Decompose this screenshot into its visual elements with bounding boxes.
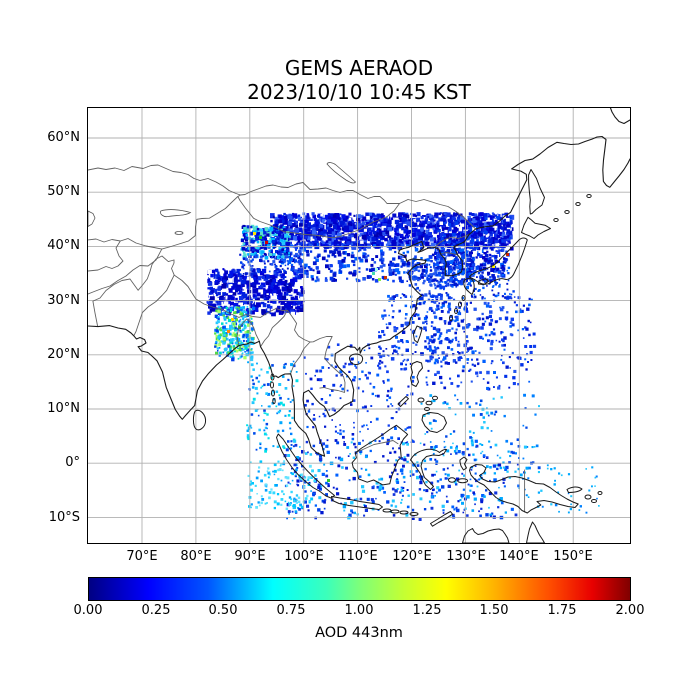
aod-data-layer <box>206 212 600 521</box>
y-tick-label: 20°N <box>47 347 80 362</box>
colorbar-tick-label: 0.25 <box>141 603 171 618</box>
plot-title-line2: 2023/10/10 10:45 KST <box>247 80 471 104</box>
x-tick-label: 150°E <box>553 549 593 564</box>
colorbar-tick-label: 0.00 <box>73 603 103 618</box>
y-tick-label: 10°S <box>48 510 80 525</box>
x-tick-label: 130°E <box>446 549 486 564</box>
colorbar-tick-label: 0.75 <box>276 603 306 618</box>
colorbar-tick-label: 1.25 <box>412 603 442 618</box>
x-tick-label: 100°E <box>284 549 324 564</box>
x-tick-label: 120°E <box>392 549 432 564</box>
plot-title-line1: GEMS AERAOD <box>284 56 434 80</box>
country-borders <box>88 164 526 513</box>
x-tick-label: 70°E <box>126 549 158 564</box>
y-tick-label: 0° <box>65 455 80 470</box>
graticule-gridlines <box>88 108 630 543</box>
map-plot-area <box>87 107 631 544</box>
y-tick-label: 40°N <box>47 238 80 253</box>
colorbar-tick-label: 1.00 <box>344 603 374 618</box>
colorbar-gradient <box>88 577 631 601</box>
lakes <box>88 162 357 235</box>
coastlines <box>88 108 630 543</box>
colorbar-tick-label: 0.50 <box>208 603 238 618</box>
x-tick-label: 110°E <box>338 549 378 564</box>
y-tick-label: 10°N <box>47 401 80 416</box>
x-tick-label: 140°E <box>499 549 539 564</box>
colorbar-label: AOD 443nm <box>315 625 403 641</box>
x-tick-label: 80°E <box>180 549 212 564</box>
y-tick-label: 50°N <box>47 184 80 199</box>
map-canvas <box>88 108 630 543</box>
colorbar-tick-label: 1.50 <box>479 603 509 618</box>
x-tick-label: 90°E <box>234 549 266 564</box>
colorbar-tick-label: 2.00 <box>615 603 645 618</box>
colorbar-tick-label: 1.75 <box>547 603 577 618</box>
y-tick-label: 30°N <box>47 293 80 308</box>
y-tick-label: 60°N <box>47 130 80 145</box>
